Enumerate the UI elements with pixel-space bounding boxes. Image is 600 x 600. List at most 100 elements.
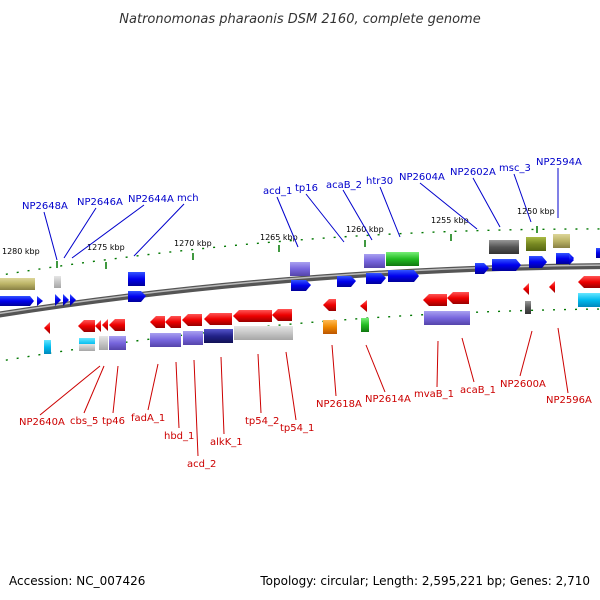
leader-line	[513, 173, 532, 223]
gene-arrow[interactable]	[63, 294, 69, 306]
gene-label[interactable]: NP2600A	[500, 379, 546, 390]
gene-label[interactable]: fadA_1	[131, 413, 165, 424]
gene-label[interactable]: NP2604A	[399, 172, 445, 183]
gene-feature[interactable]	[525, 301, 531, 314]
gene-label[interactable]: acaB_2	[326, 180, 362, 191]
gene-arrow[interactable]	[70, 294, 76, 306]
gene-arrow[interactable]	[523, 283, 529, 295]
gene-arrow[interactable]	[366, 273, 386, 284]
gene-arrow[interactable]	[182, 314, 202, 326]
accession-text: Accession: NC_007426	[9, 574, 146, 588]
gene-label[interactable]: NP2602A	[450, 167, 496, 178]
gene-arrow[interactable]	[529, 256, 547, 268]
gene-feature[interactable]	[234, 326, 293, 340]
gene-label[interactable]: mch	[177, 193, 199, 204]
gene-arrow[interactable]	[423, 294, 447, 306]
gene-label[interactable]: hbd_1	[164, 431, 194, 442]
gene-arrow[interactable]	[109, 319, 125, 331]
leader-line	[63, 207, 97, 259]
gene-label[interactable]: acd_1	[263, 186, 292, 197]
gene-feature[interactable]	[553, 234, 570, 248]
gene-label[interactable]: acd_2	[187, 459, 216, 470]
gene-arrow[interactable]	[128, 291, 146, 302]
tick-label: 1260 kbp	[346, 225, 384, 234]
gene-arrow[interactable]	[596, 248, 600, 258]
gene-label[interactable]: tp16	[295, 183, 318, 194]
tick-label: 1255 kbp	[431, 216, 469, 225]
gene-label[interactable]: mvaB_1	[414, 389, 454, 400]
gene-arrow[interactable]	[492, 259, 521, 271]
gene-label[interactable]: cbs_5	[70, 416, 98, 427]
gene-label[interactable]: NP2614A	[365, 394, 411, 405]
gene-arrow[interactable]	[447, 292, 469, 304]
gene-arrow[interactable]	[95, 320, 101, 332]
gene-arrow[interactable]	[291, 280, 311, 291]
gene-label[interactable]: htr30	[366, 176, 393, 187]
gene-label[interactable]: tp46	[102, 416, 125, 427]
genome-summary-text: Topology: circular; Length: 2,595,221 bp…	[260, 574, 590, 588]
gene-feature[interactable]	[526, 237, 546, 251]
gene-label[interactable]: alkK_1	[210, 437, 243, 448]
gene-label[interactable]: NP2648A	[22, 201, 68, 212]
leader-line	[365, 344, 386, 393]
gene-feature[interactable]	[44, 340, 51, 354]
gene-feature[interactable]	[54, 276, 61, 288]
gene-label[interactable]: acaB_1	[460, 385, 496, 396]
leader-line	[112, 365, 119, 414]
gene-arrow[interactable]	[44, 322, 50, 334]
gene-arrow[interactable]	[204, 313, 232, 325]
gene-feature[interactable]	[204, 329, 233, 343]
gene-arrow[interactable]	[388, 270, 419, 282]
gene-feature[interactable]	[99, 336, 108, 350]
gene-arrow[interactable]	[233, 310, 272, 322]
gene-arrow[interactable]	[578, 276, 600, 288]
gene-arrow[interactable]	[360, 300, 367, 312]
gene-label[interactable]: tp54_1	[280, 423, 314, 434]
gene-feature[interactable]	[109, 336, 126, 350]
leader-line	[342, 189, 373, 241]
gene-feature[interactable]	[424, 311, 470, 325]
gene-label[interactable]: NP2640A	[19, 417, 65, 428]
gene-feature[interactable]	[183, 331, 203, 345]
gene-arrow[interactable]	[102, 319, 108, 331]
gene-arrow[interactable]	[569, 255, 574, 265]
gene-arrow[interactable]	[323, 299, 336, 311]
gene-arrow[interactable]	[37, 296, 43, 306]
gene-feature[interactable]	[150, 333, 181, 347]
gene-feature[interactable]	[386, 252, 419, 266]
gene-feature[interactable]	[489, 240, 519, 254]
gene-feature[interactable]	[290, 262, 310, 276]
gene-arrow[interactable]	[272, 309, 292, 321]
gene-feature[interactable]	[128, 272, 145, 286]
leader-line	[436, 340, 439, 388]
gene-arrow[interactable]	[337, 276, 356, 287]
gene-feature[interactable]	[0, 278, 35, 290]
gene-feature[interactable]	[323, 320, 337, 334]
major-ticks	[56, 226, 538, 269]
gene-label[interactable]: NP2596A	[546, 395, 592, 406]
gene-arrow[interactable]	[475, 263, 489, 274]
gene-arrow[interactable]	[0, 296, 34, 306]
gene-arrow[interactable]	[55, 294, 61, 306]
gene-label[interactable]: NP2618A	[316, 399, 362, 410]
leader-line	[276, 196, 299, 248]
gene-arrow[interactable]	[150, 316, 165, 328]
forward-leader-lines	[43, 168, 559, 261]
reverse-leader-lines	[39, 327, 569, 457]
gene-label[interactable]: msc_3	[499, 163, 531, 174]
gene-label[interactable]: NP2644A	[128, 194, 174, 205]
gene-feature[interactable]	[578, 293, 600, 307]
gene-arrow[interactable]	[549, 281, 555, 293]
tick-label: 1270 kbp	[174, 239, 212, 248]
gene-label[interactable]: NP2646A	[77, 197, 123, 208]
leader-line	[379, 186, 401, 238]
gene-label[interactable]: NP2594A	[536, 157, 582, 168]
gene-arrow[interactable]	[78, 320, 95, 332]
gene-feature[interactable]	[79, 344, 95, 351]
gene-label[interactable]: tp54_2	[245, 416, 279, 427]
gene-feature[interactable]	[361, 318, 369, 332]
leader-line	[83, 365, 105, 414]
gene-feature[interactable]	[364, 254, 385, 268]
gene-arrow[interactable]	[165, 316, 181, 328]
